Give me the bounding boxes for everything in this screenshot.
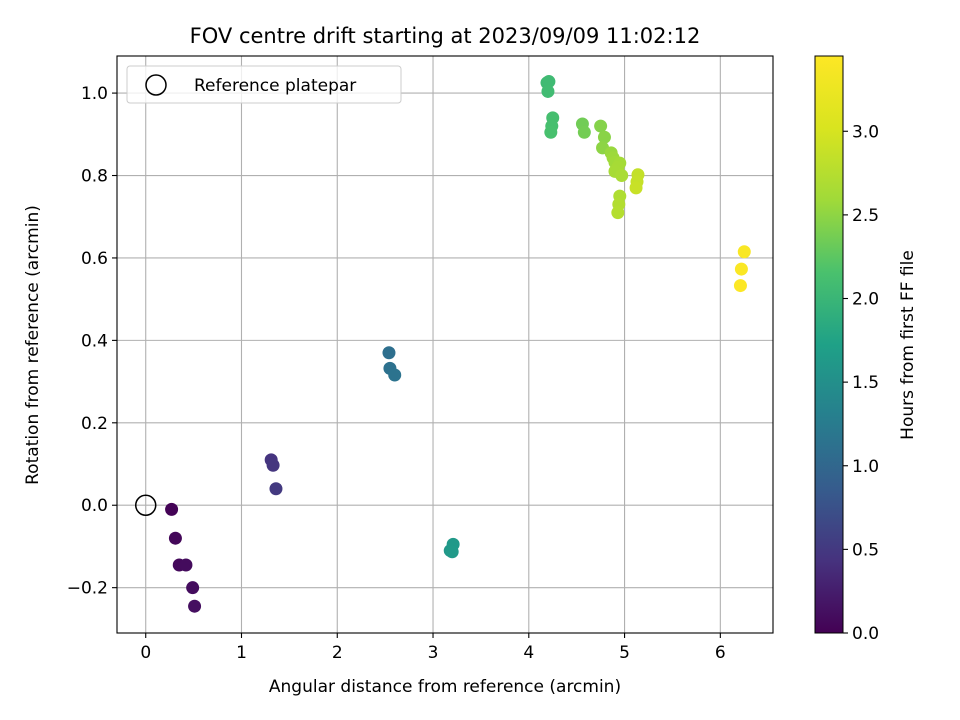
scatter-point <box>544 125 558 139</box>
scatter-point <box>179 558 193 572</box>
colorbar-label: Hours from first FF file <box>898 250 918 440</box>
x-tick-label: 4 <box>523 643 534 663</box>
y-tick-label: 0.4 <box>81 331 108 351</box>
colorbar-tick-label: 0.5 <box>852 540 879 560</box>
y-tick-label: 0.8 <box>81 167 108 187</box>
scatter-point <box>542 75 556 89</box>
grid-lines <box>117 56 773 633</box>
y-tick-label: 1.0 <box>81 84 108 104</box>
y-tick-label: −0.2 <box>67 579 108 599</box>
scatter-point <box>541 84 555 98</box>
legend-marker-reference <box>145 74 167 96</box>
x-tick-label: 1 <box>236 643 247 663</box>
scatter-point <box>594 119 608 133</box>
scatter-point <box>737 245 751 259</box>
scatter-point <box>611 206 625 220</box>
colorbar-tick-label: 1.5 <box>852 373 879 393</box>
colorbar-tick-label: 2.5 <box>852 206 879 226</box>
y-axis-label: Rotation from reference (arcmin) <box>23 205 43 485</box>
colorbar-ticks: 0.0 0.5 1.0 1.5 2.0 2.5 3.0 <box>843 122 879 644</box>
scatter-point <box>266 458 280 472</box>
x-axis-ticks: 0 1 2 3 4 5 6 <box>140 633 726 663</box>
scatter-point <box>577 125 591 139</box>
scatter-point <box>168 531 182 545</box>
scatter-point <box>188 599 202 613</box>
legend-box <box>126 65 402 104</box>
colorbar-tick-label: 1.0 <box>852 457 879 477</box>
colorbar-tick-label: 2.0 <box>852 290 879 310</box>
scatter-point <box>269 482 283 496</box>
scatter-point <box>186 581 200 595</box>
x-tick-label: 5 <box>619 643 630 663</box>
scatter-point <box>733 279 747 293</box>
scatter-point <box>597 130 611 144</box>
scatter-point <box>445 545 459 559</box>
scatter-point <box>629 181 643 195</box>
plot-frame <box>116 55 774 634</box>
colorbar-tick-label: 0.0 <box>852 624 879 644</box>
colorbar-tick-label: 3.0 <box>852 122 879 142</box>
scatter-point <box>382 346 396 360</box>
scatter-point <box>734 262 748 276</box>
data-points <box>165 75 751 613</box>
x-axis-label: Angular distance from reference (arcmin) <box>269 677 621 697</box>
colorbar <box>814 55 844 634</box>
scatter-point <box>165 502 179 516</box>
y-tick-label: 0.0 <box>81 496 108 516</box>
scatter-point <box>615 169 629 183</box>
x-tick-label: 6 <box>715 643 726 663</box>
y-axis-ticks: −0.2 0.0 0.2 0.4 0.6 0.8 1.0 <box>67 84 117 599</box>
x-tick-label: 2 <box>332 643 343 663</box>
y-tick-label: 0.6 <box>81 249 108 269</box>
y-tick-label: 0.2 <box>81 414 108 434</box>
x-tick-label: 3 <box>428 643 439 663</box>
reference-platepar-marker <box>134 494 157 516</box>
chart-title: FOV centre drift starting at 2023/09/09 … <box>190 24 701 48</box>
legend: Reference platepar <box>126 65 402 104</box>
x-tick-label: 0 <box>140 643 151 663</box>
scatter-point <box>388 368 402 382</box>
legend-label-reference: Reference platepar <box>194 76 356 96</box>
